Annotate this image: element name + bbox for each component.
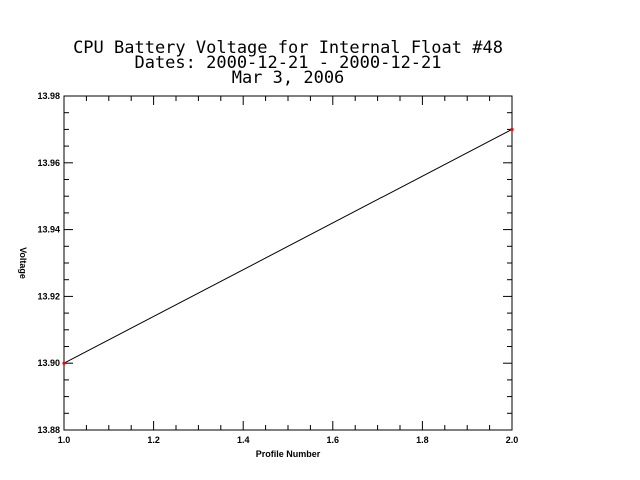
chart-title-line-2: Dates: 2000-12-21 - 2000-12-21 xyxy=(134,53,441,73)
x-tick-label: 1.2 xyxy=(147,435,160,445)
x-tick-label: 1.4 xyxy=(237,435,250,445)
ticks-layer: 1.0 1.2 1.4 1.6 1.8 2.0 13.88 13.90 13.92 13.94 13… xyxy=(37,91,518,445)
chart-title-line-1: CPU Battery Voltage for Internal Float #… xyxy=(73,38,503,58)
x-tick-label: 2.0 xyxy=(506,435,519,445)
x-axis-label: Profile Number xyxy=(256,449,321,459)
x-tick-label: 1.0 xyxy=(58,435,71,445)
data-point xyxy=(510,127,514,131)
y-tick-label: 13.94 xyxy=(37,225,60,235)
y-tick-label: 13.98 xyxy=(37,91,60,101)
chart-title-line-3: Mar 3, 2006 xyxy=(232,68,345,88)
y-tick-label: 13.96 xyxy=(37,158,60,168)
y-axis-label: Voltage xyxy=(18,247,28,279)
series-line xyxy=(63,128,513,364)
y-tick-label: 13.92 xyxy=(37,291,60,301)
y-tick-label: 13.88 xyxy=(37,425,60,435)
plot-frame xyxy=(63,95,513,431)
x-tick-label: 1.6 xyxy=(327,435,340,445)
data-point xyxy=(62,361,66,365)
data-layer xyxy=(62,127,514,365)
x-tick-label: 1.8 xyxy=(416,435,429,445)
y-tick-label: 13.90 xyxy=(37,358,60,368)
